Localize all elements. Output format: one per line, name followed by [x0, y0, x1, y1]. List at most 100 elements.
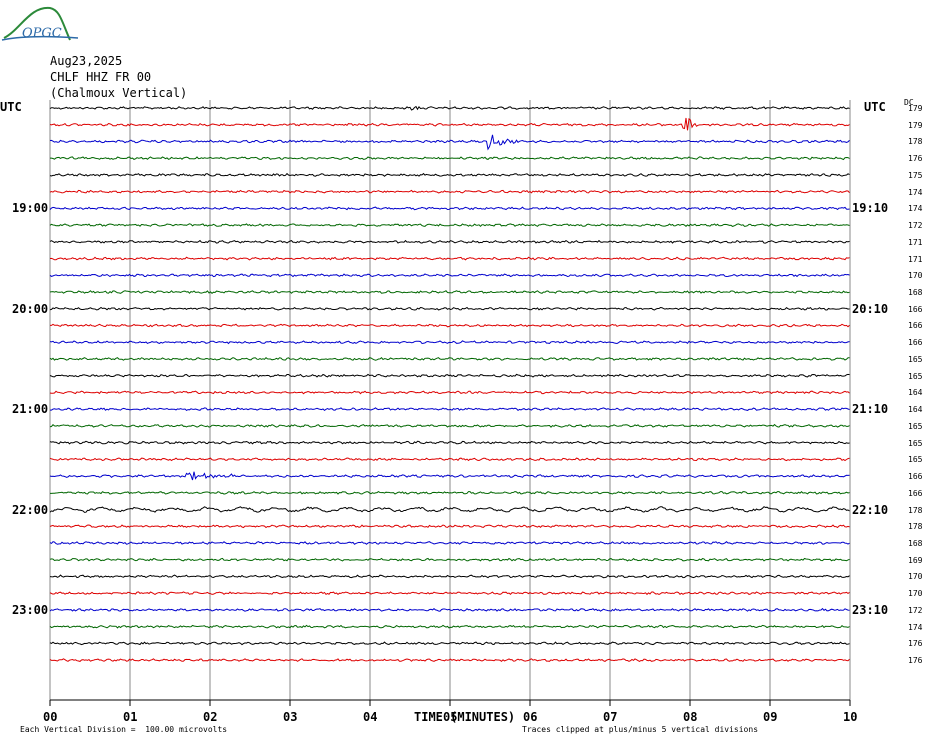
- trace-line-30: [49, 607, 850, 612]
- logo-text: OPGC: [22, 26, 62, 41]
- dc-value: 165: [908, 455, 923, 465]
- trace-line-0: [49, 105, 850, 111]
- trace-line-22: [49, 471, 850, 481]
- right-hour-label: 22:10: [852, 502, 889, 517]
- trace-line-9: [49, 256, 850, 261]
- trace-line-29: [49, 591, 850, 596]
- dc-value: 176: [908, 154, 923, 164]
- right-hour-label: 23:10: [852, 602, 889, 617]
- dc-value: 176: [908, 656, 923, 666]
- trace-line-5: [49, 189, 850, 194]
- x-tick-label: 06: [523, 710, 538, 724]
- x-tick-label: 00: [43, 710, 58, 724]
- logo-mountain-icon: [1, 6, 79, 41]
- right-hour-label: 21:10: [852, 402, 889, 417]
- channel-id: CHLF HHZ FR 00: [50, 70, 152, 84]
- trace-line-10: [49, 273, 850, 278]
- trace-line-8: [49, 239, 850, 244]
- trace-line-24: [49, 506, 850, 513]
- trace-line-3: [50, 156, 850, 161]
- clip-note: Traces clipped at plus/minus 5 vertical …: [522, 725, 759, 734]
- right-hour-label: 19:10: [852, 201, 889, 216]
- left-hour-label: 20:00: [12, 301, 49, 316]
- dc-value: 172: [908, 605, 923, 615]
- dc-value: 164: [908, 388, 923, 398]
- trace-line-19: [49, 423, 850, 428]
- dc-value: 165: [908, 354, 923, 364]
- dc-value: 164: [908, 405, 923, 415]
- dc-value: 179: [908, 104, 923, 113]
- trace-line-31: [49, 624, 850, 629]
- dc-value: 166: [908, 321, 923, 331]
- dc-value: 178: [908, 522, 923, 532]
- trace-line-15: [49, 357, 850, 361]
- opgc-logo: OPGC: [0, 0, 80, 46]
- trace-line-11: [49, 290, 850, 294]
- scale-note: Each Vertical Division = 100.00 microvol…: [20, 725, 228, 734]
- left-hour-label: 23:00: [12, 602, 49, 617]
- dc-value: 174: [908, 622, 923, 632]
- x-tick-label: 08: [683, 710, 698, 724]
- dc-value: 178: [908, 137, 923, 147]
- x-tick-label: 05: [443, 710, 458, 724]
- left-hour-label: 19:00: [12, 201, 49, 216]
- dc-value: 172: [908, 221, 923, 231]
- plot-date: Aug23,2025: [50, 54, 123, 68]
- dc-value: 171: [908, 254, 923, 264]
- trace-line-26: [49, 541, 850, 545]
- trace-line-1: [49, 117, 850, 131]
- dc-value: 170: [908, 589, 923, 599]
- dc-value: 174: [908, 204, 923, 214]
- station-name: (Chalmoux Vertical): [50, 86, 188, 100]
- trace-line-13: [50, 323, 850, 328]
- dc-value: 166: [908, 488, 923, 498]
- trace-line-2: [49, 134, 850, 151]
- dc-value: 170: [908, 271, 923, 281]
- dc-value: 169: [908, 555, 923, 565]
- left-hour-label: 21:00: [12, 402, 49, 417]
- dc-value: 175: [908, 170, 923, 180]
- x-tick-label: 01: [123, 710, 138, 724]
- dc-value: 174: [908, 187, 923, 197]
- trace-line-27: [49, 557, 850, 562]
- trace-line-12: [49, 306, 850, 311]
- left-hour-label: 22:00: [12, 502, 49, 517]
- trace-line-17: [49, 390, 850, 395]
- trace-line-14: [49, 340, 850, 345]
- dc-value: 165: [908, 421, 923, 431]
- x-tick-label: 04: [363, 710, 378, 724]
- dc-value: 178: [908, 505, 923, 515]
- right-utc-title: UTC: [864, 100, 886, 114]
- x-tick-label: 09: [763, 710, 778, 724]
- dc-value: 165: [908, 371, 923, 381]
- dc-value: 176: [908, 639, 923, 649]
- trace-line-7: [49, 223, 850, 228]
- x-tick-label: 07: [603, 710, 618, 724]
- x-tick-label: 02: [203, 710, 218, 724]
- dc-title: DC: [904, 98, 914, 107]
- dc-value: 166: [908, 304, 923, 314]
- dc-value: 179: [908, 120, 923, 130]
- right-hour-label: 20:10: [852, 301, 889, 316]
- trace-line-18: [50, 407, 850, 412]
- dc-value: 168: [908, 538, 923, 548]
- trace-line-4: [49, 172, 850, 177]
- x-tick-label: 03: [283, 710, 298, 724]
- x-tick-label: 10: [843, 710, 858, 724]
- minute-gridlines: [49, 100, 851, 706]
- trace-line-23: [50, 490, 850, 495]
- trace-line-28: [49, 574, 850, 579]
- trace-line-33: [49, 658, 850, 662]
- left-utc-title: UTC: [0, 100, 22, 114]
- trace-line-20: [49, 440, 850, 445]
- x-axis-label: TIME (MINUTES): [414, 710, 516, 724]
- trace-line-32: [49, 641, 850, 646]
- dc-value: 166: [908, 472, 923, 482]
- dc-value: 170: [908, 572, 923, 582]
- dc-value: 168: [908, 288, 923, 298]
- trace-line-6: [49, 206, 850, 211]
- dc-value: 171: [908, 237, 923, 247]
- trace-line-25: [49, 524, 850, 529]
- seismic-traces: [49, 105, 850, 662]
